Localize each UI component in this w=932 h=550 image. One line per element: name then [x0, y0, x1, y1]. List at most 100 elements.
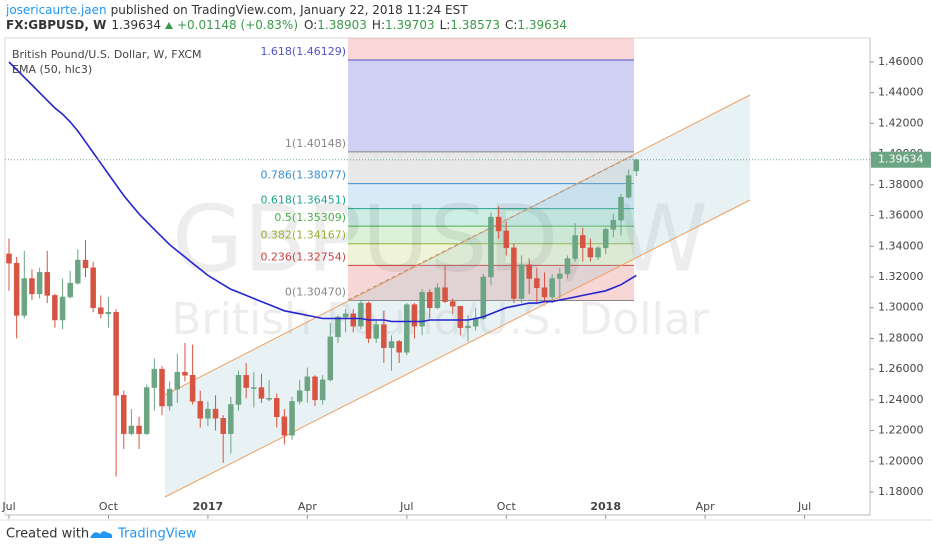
fib-label: 1.618(1.46129) — [260, 45, 346, 58]
candle-body — [75, 259, 81, 284]
candle-body — [274, 398, 280, 418]
y-tick-label: 1.18000 — [878, 485, 924, 498]
candle-body — [21, 278, 28, 316]
y-tick-label: 1.42000 — [878, 116, 924, 129]
fib-label: 0.382(1.34167) — [260, 229, 346, 242]
footer-brand[interactable]: TradingView — [117, 527, 197, 542]
x-tick-label: 2017 — [193, 500, 224, 513]
candle-body — [52, 295, 58, 321]
candle-body — [327, 336, 334, 381]
y-tick-label: 1.38000 — [878, 178, 924, 191]
y-tick-label: 1.26000 — [878, 362, 924, 375]
candle-body — [427, 292, 433, 308]
candle-body — [373, 324, 379, 339]
candle-body — [166, 388, 173, 407]
ohlc-value: 1.38903 — [317, 18, 367, 32]
candle-body — [151, 368, 158, 388]
fib-band — [348, 151, 634, 184]
candle-body — [82, 259, 89, 269]
price: 1.39634 — [111, 18, 161, 32]
x-tick-label: Oct — [99, 500, 119, 513]
candle-body — [182, 371, 188, 376]
published: published on TradingView.com, January 22… — [111, 3, 469, 17]
fib-label: 0.618(1.36451) — [260, 194, 346, 207]
up-arrow — [164, 22, 173, 29]
candle-body — [534, 278, 540, 288]
candle-body — [251, 387, 257, 389]
candle-body — [59, 296, 66, 321]
candle-body — [488, 216, 494, 278]
candle-body — [312, 376, 318, 401]
header-line-1: josericaurte.jaen published on TradingVie… — [5, 3, 468, 17]
x-tick-label: Oct — [497, 500, 517, 513]
candle-body — [602, 229, 609, 249]
y-tick-label: 1.46000 — [878, 55, 924, 68]
legend-main: British Pound/U.S. Dollar, W, FXCM — [12, 48, 202, 61]
candle-body — [90, 267, 96, 308]
candle-body — [511, 247, 517, 299]
candle-body — [587, 247, 594, 258]
candle-body — [518, 264, 525, 299]
y-tick-label: 1.30000 — [878, 301, 924, 314]
author[interactable]: josericaurte.jaen — [5, 3, 107, 17]
fib-band — [348, 59, 634, 152]
candle-body — [29, 278, 35, 295]
candle-body — [633, 159, 640, 172]
candle-body — [457, 305, 464, 328]
candle-body — [289, 401, 295, 436]
candle-body — [228, 404, 234, 434]
x-tick-label: Jul — [1, 500, 15, 513]
candle-body — [564, 258, 571, 275]
candle-body — [350, 313, 356, 327]
candle-body — [549, 278, 555, 298]
fib-band — [348, 38, 634, 60]
candle-body — [159, 368, 165, 407]
y-tick-label: 1.36000 — [878, 209, 924, 222]
candle-body — [13, 262, 20, 316]
ohlc-key: C: — [505, 18, 517, 32]
x-tick-label: Jul — [797, 500, 811, 513]
x-tick-label: Apr — [298, 500, 318, 513]
y-tick-label: 1.34000 — [878, 239, 924, 252]
candle-body — [404, 304, 410, 353]
candle-body — [503, 230, 509, 249]
x-tick-label: 2018 — [590, 500, 621, 513]
ohlc-key: O: — [304, 18, 317, 32]
candle-body — [212, 408, 219, 419]
y-tick-label: 1.20000 — [878, 454, 924, 467]
candle-body — [381, 324, 387, 348]
candle-body — [442, 287, 448, 302]
channel-lower — [164, 199, 751, 498]
y-tick-label: 1.22000 — [878, 424, 924, 437]
candle-body — [36, 272, 43, 295]
candle-body — [128, 425, 135, 434]
candle-body — [557, 273, 563, 279]
candle-body — [98, 307, 104, 315]
candle-body — [220, 418, 226, 434]
ohlc: O:1.38903 H:1.39703 L:1.38573 C:1.39634 — [304, 18, 567, 32]
candle-body — [342, 313, 349, 318]
candle-body — [197, 401, 203, 419]
candle-body — [136, 425, 142, 434]
y-tick-label: 1.24000 — [878, 393, 924, 406]
candle-body — [113, 312, 119, 396]
candle-body — [434, 287, 441, 308]
candle-body — [44, 272, 50, 296]
candle-body — [625, 175, 632, 198]
candle-body — [411, 304, 418, 327]
fib-label: 0.786(1.38077) — [260, 169, 346, 182]
candle-body — [449, 301, 456, 307]
candle-body — [610, 219, 617, 230]
footer-created: Created with — [6, 527, 89, 542]
candle-body — [495, 216, 502, 232]
y-tick-label: 1.32000 — [878, 270, 924, 283]
candle-body — [335, 316, 341, 338]
fib-label: 0.5(1.35309) — [274, 211, 346, 224]
x-tick-label: Apr — [696, 500, 716, 513]
candle-body — [121, 394, 127, 434]
ema-line — [8, 61, 637, 323]
candle-body — [143, 387, 150, 434]
ohlc-key: L: — [440, 18, 451, 32]
